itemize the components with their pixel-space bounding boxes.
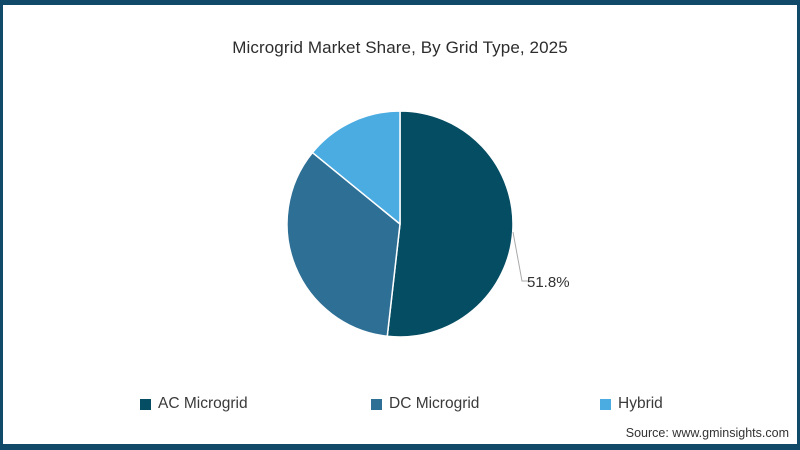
legend-item-ac-microgrid[interactable]: AC Microgrid: [140, 395, 248, 413]
pie-slice-ac-microgrid[interactable]: [386, 110, 514, 338]
legend-label: Hybrid: [618, 395, 663, 412]
legend-swatch-hybrid: [600, 398, 611, 410]
data-label-leader-line: [512, 231, 528, 282]
frame-bar-left: [0, 0, 3, 450]
legend-label: AC Microgrid: [158, 395, 248, 412]
legend-item-hybrid[interactable]: Hybrid: [600, 395, 663, 413]
source-attribution: Source: www.gminsights.com: [625, 426, 789, 440]
legend-swatch-ac-microgrid: [140, 398, 151, 410]
frame-bar-bottom: [0, 444, 800, 450]
legend: AC Microgrid DC Microgrid Hybrid: [0, 395, 800, 415]
frame-bar-right: [797, 0, 800, 450]
pie-slices[interactable]: [286, 110, 514, 338]
chart-title: Microgrid Market Share, By Grid Type, 20…: [232, 38, 568, 57]
pie-slice-dc-microgrid[interactable]: [286, 151, 401, 338]
legend-label: DC Microgrid: [389, 395, 480, 412]
legend-item-dc-microgrid[interactable]: DC Microgrid: [371, 395, 479, 413]
pie-slice-hybrid[interactable]: [311, 110, 401, 225]
legend-swatch-dc-microgrid: [371, 398, 382, 410]
slice-data-label: 51.8%: [527, 274, 570, 291]
frame-bar-top: [0, 0, 800, 5]
